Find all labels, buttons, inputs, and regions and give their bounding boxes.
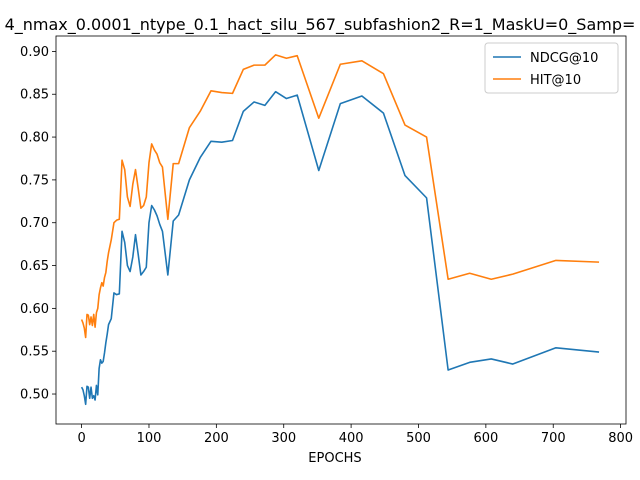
x-tick-label: 200 — [204, 431, 229, 446]
x-tick-label: 0 — [77, 431, 85, 446]
y-tick-label: 0.60 — [20, 302, 49, 317]
legend: NDCG@10 HIT@10 — [484, 42, 619, 94]
y-tick-label: 0.85 — [20, 88, 49, 103]
plot-frame — [55, 35, 627, 425]
plot-area — [55, 35, 627, 425]
series-lines — [80, 54, 600, 406]
x-tick-label: 700 — [541, 431, 566, 446]
y-axis: 0.50 0.55 0.60 0.65 0.70 0.75 0.80 0.85 0.90 — [20, 45, 56, 403]
y-tick-label: 0.75 — [20, 173, 49, 188]
legend-box — [484, 42, 619, 94]
legend-label: NDCG@10 — [530, 51, 598, 66]
y-tick-label: 0.90 — [20, 45, 49, 60]
series-line-ndcg-10 — [80, 90, 600, 406]
y-tick-label: 0.50 — [20, 388, 49, 403]
x-tick-label: 100 — [137, 431, 162, 446]
y-tick-label: 0.70 — [20, 216, 49, 231]
x-tick-label: 600 — [473, 431, 498, 446]
x-tick-label: 400 — [339, 431, 364, 446]
x-tick-label: 800 — [608, 431, 633, 446]
x-axis: 0 100 200 300 400 500 600 700 800 — [77, 424, 633, 446]
series-line-hit-10 — [80, 54, 600, 339]
x-tick-label: 300 — [271, 431, 296, 446]
legend-label: HIT@10 — [530, 73, 581, 88]
y-tick-label: 0.80 — [20, 131, 49, 146]
y-tick-label: 0.65 — [20, 259, 49, 274]
x-axis-label: EPOCHS — [308, 451, 361, 466]
x-tick-label: 500 — [406, 431, 431, 446]
chart-title: 4_nmax_0.0001_ntype_0.1_hact_silu_567_su… — [5, 15, 636, 35]
y-tick-label: 0.55 — [20, 345, 49, 360]
